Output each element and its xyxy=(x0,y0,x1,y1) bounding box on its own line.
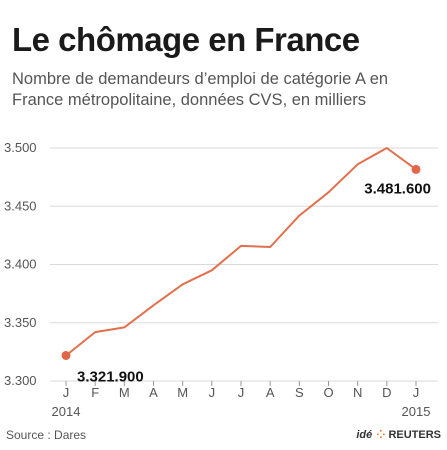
y-tick-label: 3.350 xyxy=(4,315,37,330)
data-point xyxy=(61,350,71,360)
chart-subtitle: Nombre de demandeurs d’emploi de catégor… xyxy=(12,70,389,109)
data-point xyxy=(411,164,421,174)
x-tick-label: M xyxy=(177,385,188,400)
y-tick-label: 3.300 xyxy=(4,373,37,388)
series-line xyxy=(65,147,417,357)
x-tick-label: J xyxy=(413,385,420,400)
reuters-logo: idé ⁘ REUTERS xyxy=(356,428,441,442)
reuters-label: REUTERS xyxy=(388,428,441,441)
y-tick-label: 3.450 xyxy=(4,198,37,213)
x-tick-label: N xyxy=(353,385,362,400)
x-tick-label: A xyxy=(266,385,275,400)
data-label: 3.481.600 xyxy=(364,180,431,197)
x-tick-label: O xyxy=(323,385,333,400)
y-tick-label: 3.500 xyxy=(4,140,37,155)
x-tick-label: S xyxy=(295,385,304,400)
x-tick-label: J xyxy=(209,385,216,400)
x-tick-label: D xyxy=(382,385,391,400)
y-tick-label: 3.400 xyxy=(4,257,37,272)
x-tick-label: M xyxy=(119,385,130,400)
source-note: Source : Dares xyxy=(6,428,87,442)
x-tick-label: F xyxy=(91,385,99,400)
reuters-dots-icon: ⁘ xyxy=(376,429,385,441)
chart-title: Le chômage en France xyxy=(12,21,360,58)
data-label: 3.321.900 xyxy=(77,368,144,385)
x-year-label: 2014 xyxy=(52,404,81,419)
ide-label: idé xyxy=(356,428,373,441)
x-year-label: 2015 xyxy=(402,404,431,419)
x-tick-label: J xyxy=(238,385,245,400)
x-tick-label: J xyxy=(63,385,70,400)
x-tick-label: A xyxy=(149,385,158,400)
